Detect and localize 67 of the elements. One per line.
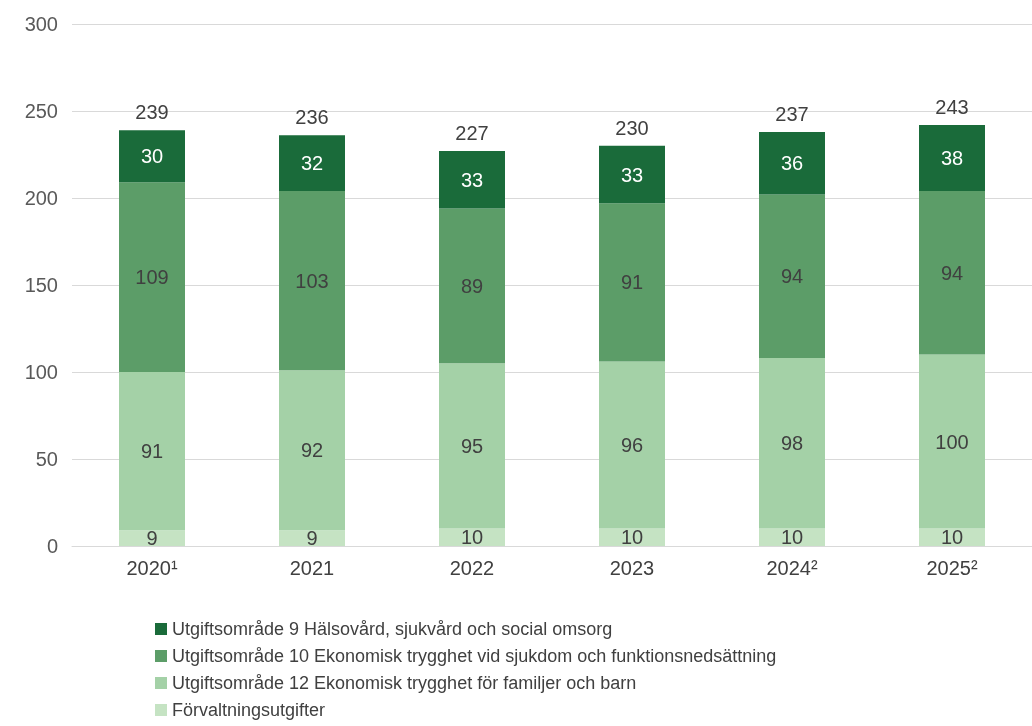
data-label: 92 [300, 439, 324, 462]
bar [119, 182, 185, 372]
data-label: 10 [780, 526, 804, 549]
bar [599, 145, 665, 204]
bar [919, 124, 985, 192]
bar [439, 208, 505, 364]
bar [599, 203, 665, 362]
data-label: 109 [135, 266, 169, 289]
bar [759, 131, 825, 195]
total-label: 230 [615, 116, 649, 139]
data-label: 33 [620, 163, 644, 186]
bar [279, 135, 345, 192]
data-label: 89 [460, 274, 484, 297]
bar [759, 358, 825, 529]
y-tick-label: 300 [24, 13, 58, 35]
x-tick-label: 2023 [609, 557, 655, 579]
bar [439, 363, 505, 529]
bar [279, 530, 345, 546]
data-label: 36 [780, 152, 804, 175]
bar [599, 361, 665, 529]
x-tick-label: 2022 [449, 557, 495, 579]
bar [759, 194, 825, 359]
y-tick-label: 250 [24, 100, 58, 122]
data-label: 94 [780, 265, 804, 288]
x-tick-label: 2021 [289, 557, 335, 579]
total-label: 237 [775, 102, 809, 125]
x-tick-label: 2024² [766, 557, 818, 579]
data-label: 91 [140, 440, 164, 463]
data-label: 33 [460, 168, 484, 191]
bar [919, 354, 985, 529]
bar [119, 130, 185, 183]
total-label: 239 [135, 101, 169, 124]
bar [279, 370, 345, 531]
total-label: 236 [295, 106, 329, 129]
legend-label: Utgiftsområde 10 Ekonomisk trygghet vid sjukdom och funktionsnedsättning [172, 646, 777, 666]
x-tick-label: 2025² [926, 557, 978, 579]
data-label: 95 [460, 434, 484, 457]
bar [119, 530, 185, 546]
total-label: 243 [935, 95, 969, 118]
bar [279, 191, 345, 371]
y-tick-label: 0 [46, 535, 58, 557]
data-label: 96 [620, 434, 644, 457]
data-label: 98 [780, 432, 804, 455]
data-label: 103 [295, 269, 329, 292]
data-label: 10 [620, 526, 644, 549]
data-label: 10 [460, 526, 484, 549]
data-label: 32 [300, 152, 324, 175]
data-label: 94 [940, 261, 964, 284]
total-label: 227 [455, 122, 489, 145]
data-label: 30 [140, 145, 164, 168]
bar [439, 151, 505, 209]
data-label: 38 [940, 146, 964, 169]
data-label: 91 [620, 271, 644, 294]
data-label: 9 [146, 527, 158, 550]
y-tick-label: 50 [35, 448, 58, 470]
legend-label: Förvaltningsutgifter [172, 700, 326, 720]
x-tick-label: 2020¹ [126, 557, 178, 579]
data-label: 100 [935, 430, 969, 453]
bar [119, 372, 185, 531]
y-tick-label: 200 [24, 187, 58, 209]
y-tick-label: 150 [24, 274, 58, 296]
bar [919, 191, 985, 355]
legend-label: Utgiftsområde 12 Ekonomisk trygghet för familjer och barn [172, 673, 637, 693]
legend-label: Utgiftsområde 9 Hälsovård, sjukvård och social omsorg [172, 619, 613, 639]
y-tick-label: 100 [24, 361, 58, 383]
data-label: 10 [940, 526, 964, 549]
data-label: 9 [306, 527, 318, 550]
